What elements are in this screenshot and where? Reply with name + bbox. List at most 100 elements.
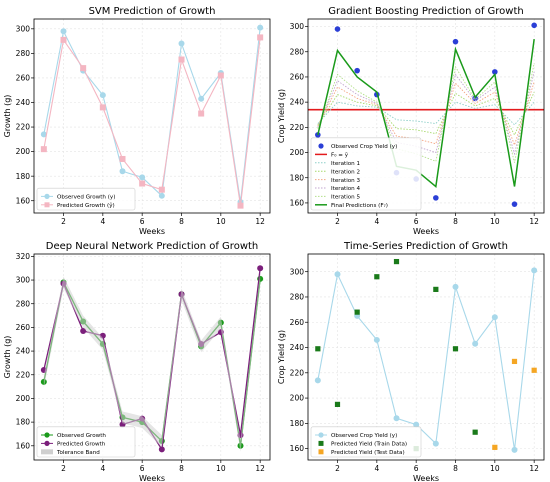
data-point: [158, 192, 165, 199]
y-tick-label: 220: [16, 123, 31, 132]
legend-item: Tolerance Band: [41, 449, 100, 456]
x-tick-label: 4: [374, 464, 379, 473]
chart-title: Time-Series Prediction of Growth: [343, 241, 508, 252]
y-tick-label: 260: [290, 73, 305, 82]
data-point: [198, 95, 205, 102]
y-tick-label: 200: [290, 394, 305, 403]
x-tick-label: 10: [216, 464, 226, 473]
data-point: [472, 429, 478, 435]
data-point: [139, 180, 146, 187]
y-tick-label: 160: [16, 441, 31, 450]
data-point: [452, 346, 459, 352]
chart-title: Gradient Boosting Prediction of Growth: [328, 6, 523, 17]
plot-frame: [307, 18, 545, 214]
x-tick-label: 2: [61, 217, 66, 226]
data-point: [334, 271, 341, 278]
legend-item: Observed Growth: [41, 432, 106, 439]
legend-label: F₀ = ȳ: [331, 153, 349, 159]
data-point: [374, 274, 380, 280]
legend-label: Iteration 5: [331, 195, 361, 201]
data-point: [334, 26, 341, 32]
y-tick-label: 320: [16, 252, 31, 261]
y-tick-label: 160: [290, 444, 305, 453]
data-point: [80, 65, 87, 72]
y-axis-label: Growth (g): [3, 95, 12, 138]
legend-box: [36, 187, 136, 211]
x-axis-label: Weeks: [413, 227, 439, 236]
x-tick-label: 8: [453, 217, 458, 226]
legend-item: Iteration 3: [315, 178, 361, 184]
x-tick-label: 12: [529, 464, 539, 473]
chart-1: SVM Prediction of Growth 2 4 6 8 10 12 160 180 20…: [3, 6, 271, 236]
data-point: [354, 309, 360, 315]
data-point: [452, 38, 459, 45]
legend-box: [310, 426, 422, 458]
y-axis-label: Crop Yield (g): [277, 330, 286, 384]
y-tick-label: 300: [16, 24, 31, 33]
legend-item: Iteration 2: [315, 169, 360, 175]
series-line: [317, 81, 535, 147]
legend-item: Iteration 4: [315, 186, 361, 192]
x-tick-label: 6: [414, 464, 419, 473]
x-tick-label: 10: [490, 217, 500, 226]
y-tick-label: 260: [290, 318, 305, 327]
data-point: [511, 358, 518, 365]
legend-item: Predicted Growth: [41, 440, 106, 448]
y-tick-label: 280: [16, 49, 31, 58]
plot-frame: [307, 253, 545, 461]
x-tick-label: 10: [490, 464, 500, 473]
x-tick-label: 6: [140, 217, 145, 226]
y-tick-label: 240: [16, 347, 31, 356]
legend-swatch: [44, 202, 50, 208]
legend-item: Iteration 1: [315, 161, 361, 167]
legend-box: [310, 137, 422, 211]
data-point: [491, 314, 498, 321]
data-point: [60, 28, 67, 35]
x-tick-label: 12: [255, 217, 265, 226]
data-point: [217, 72, 224, 79]
data-point: [531, 367, 537, 373]
data-point: [511, 201, 518, 207]
data-point: [158, 186, 165, 193]
y-tick-label: 200: [290, 148, 305, 157]
data-point: [452, 283, 459, 290]
x-tick-label: 6: [140, 464, 145, 473]
data-point: [472, 95, 478, 102]
x-tick-label: 12: [255, 464, 265, 473]
data-point: [178, 56, 185, 63]
legend: Observed Growth Predicted Growth Tolerance…: [36, 426, 136, 458]
x-tick-label: 8: [179, 464, 184, 473]
data-point: [158, 446, 165, 453]
data-point: [80, 327, 87, 334]
y-tick-label: 240: [290, 98, 305, 107]
legend-label: Observed Growth (y): [57, 195, 115, 201]
y-tick-label: 180: [290, 419, 305, 428]
legend-label: Predicted Yield (Train Data): [331, 442, 407, 448]
plot-frame: [33, 18, 271, 214]
legend: Observed Growth (y)Predicted Growth (ŷ): [36, 187, 136, 211]
y-tick-label: 200: [16, 394, 31, 403]
data-point: [119, 155, 126, 162]
legend-label: Predicted Growth (ŷ): [57, 202, 115, 209]
legend-box: [36, 426, 136, 458]
y-tick-label: 300: [16, 276, 31, 285]
data-point: [119, 168, 126, 175]
data-point: [354, 67, 360, 74]
legend: Observed Crop Yield (y) Predicted Yield (…: [310, 426, 422, 458]
series-line: [317, 39, 535, 188]
legend-item: Predicted Yield (Test Data): [318, 449, 405, 456]
legend-label: Predicted Yield (Test Data): [331, 450, 405, 456]
data-point: [139, 174, 146, 181]
y-tick-label: 280: [290, 47, 305, 56]
x-tick-label: 4: [100, 217, 105, 226]
x-axis-label: Weeks: [139, 227, 165, 236]
data-point: [432, 440, 439, 447]
data-point: [433, 195, 439, 201]
y-tick-label: 200: [16, 147, 31, 156]
legend-label: Tolerance Band: [56, 450, 100, 456]
x-tick-label: 8: [453, 464, 458, 473]
legend-swatch: [318, 449, 324, 455]
series-line: [317, 270, 535, 450]
chart-3: Deep Neural Network Prediction of Growth…: [3, 241, 271, 482]
y-tick-label: 180: [16, 418, 31, 427]
